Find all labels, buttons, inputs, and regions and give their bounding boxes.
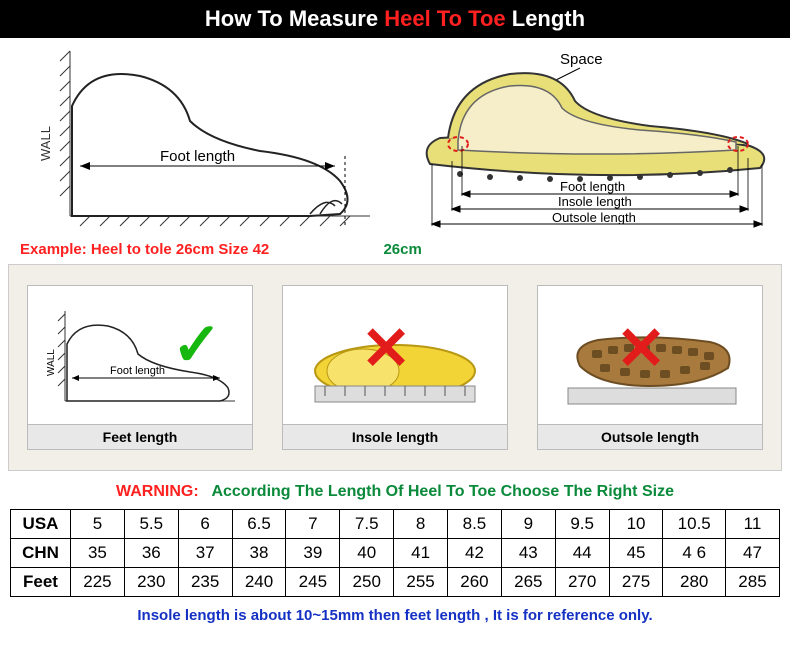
footnote: Insole length is about 10~15mm then feet… <box>0 597 790 634</box>
three-method-row: WALL Foot length ✓ Feet length <box>8 264 782 471</box>
size-row-header: CHN <box>11 539 71 568</box>
size-cell: 5 <box>71 510 125 539</box>
size-cell: 9 <box>501 510 555 539</box>
warning-text: WARNING: According The Length Of Heel To… <box>0 471 790 509</box>
size-cell: 47 <box>725 539 779 568</box>
size-cell: 11 <box>725 510 779 539</box>
size-cell: 265 <box>501 568 555 597</box>
size-cell: 35 <box>71 539 125 568</box>
size-cell: 8 <box>394 510 448 539</box>
svg-text:Outsole length: Outsole length <box>552 210 636 225</box>
insole-length-label: Insole length <box>282 425 508 450</box>
svg-text:Foot length: Foot length <box>560 179 625 194</box>
size-cell: 40 <box>340 539 394 568</box>
size-cell: 37 <box>178 539 232 568</box>
svg-text:Insole length: Insole length <box>558 194 632 209</box>
size-cell: 42 <box>448 539 502 568</box>
size-cell: 4 6 <box>663 539 726 568</box>
size-cell: 280 <box>663 568 726 597</box>
size-cell: 5.5 <box>124 510 178 539</box>
feet-length-cell: WALL Foot length ✓ <box>27 285 253 425</box>
size-cell: 8.5 <box>448 510 502 539</box>
outsole-length-label: Outsole length <box>537 425 763 450</box>
shoe-cross-section-diagram: Space <box>400 46 780 241</box>
size-cell: 7.5 <box>340 510 394 539</box>
size-row-header: Feet <box>11 568 71 597</box>
size-cell: 260 <box>448 568 502 597</box>
foot-length-label: Foot length <box>160 148 235 165</box>
size-cell: 9.5 <box>555 510 609 539</box>
size-cell: 245 <box>286 568 340 597</box>
cross-icon: ✕ <box>361 314 411 384</box>
size-cell: 235 <box>178 568 232 597</box>
size-cell: 225 <box>71 568 125 597</box>
check-icon: ✓ <box>172 310 222 380</box>
svg-text:WALL: WALL <box>46 349 57 376</box>
feet-length-label: Feet length <box>27 425 253 450</box>
size-cell: 6 <box>178 510 232 539</box>
space-label: Space <box>560 51 603 68</box>
top-diagram-row: WALL Foot length <box>0 38 790 241</box>
size-cell: 10 <box>609 510 663 539</box>
size-cell: 285 <box>725 568 779 597</box>
foot-wall-diagram: WALL Foot length <box>10 46 390 241</box>
size-cell: 45 <box>609 539 663 568</box>
size-cell: 230 <box>124 568 178 597</box>
cross-icon: ✕ <box>616 314 666 384</box>
size-cell: 275 <box>609 568 663 597</box>
size-cell: 250 <box>340 568 394 597</box>
outsole-length-cell: ✕ <box>537 285 763 425</box>
size-cell: 41 <box>394 539 448 568</box>
size-cell: 240 <box>232 568 286 597</box>
size-cell: 270 <box>555 568 609 597</box>
size-cell: 38 <box>232 539 286 568</box>
wall-label: WALL <box>38 126 53 161</box>
size-table: USA55.566.577.588.599.51010.511 CHN353637… <box>10 509 780 597</box>
size-cell: 6.5 <box>232 510 286 539</box>
size-cell: 7 <box>286 510 340 539</box>
size-cell: 44 <box>555 539 609 568</box>
size-row-header: USA <box>11 510 71 539</box>
size-cell: 43 <box>501 539 555 568</box>
svg-text:Foot length: Foot length <box>110 365 165 377</box>
size-cell: 10.5 <box>663 510 726 539</box>
example-text: Example: Heel to tole 26cm Size 42 26cm <box>0 241 790 264</box>
size-cell: 255 <box>394 568 448 597</box>
insole-length-cell: ✕ <box>282 285 508 425</box>
size-cell: 36 <box>124 539 178 568</box>
size-cell: 39 <box>286 539 340 568</box>
page-title: How To Measure Heel To Toe Length <box>0 0 790 38</box>
